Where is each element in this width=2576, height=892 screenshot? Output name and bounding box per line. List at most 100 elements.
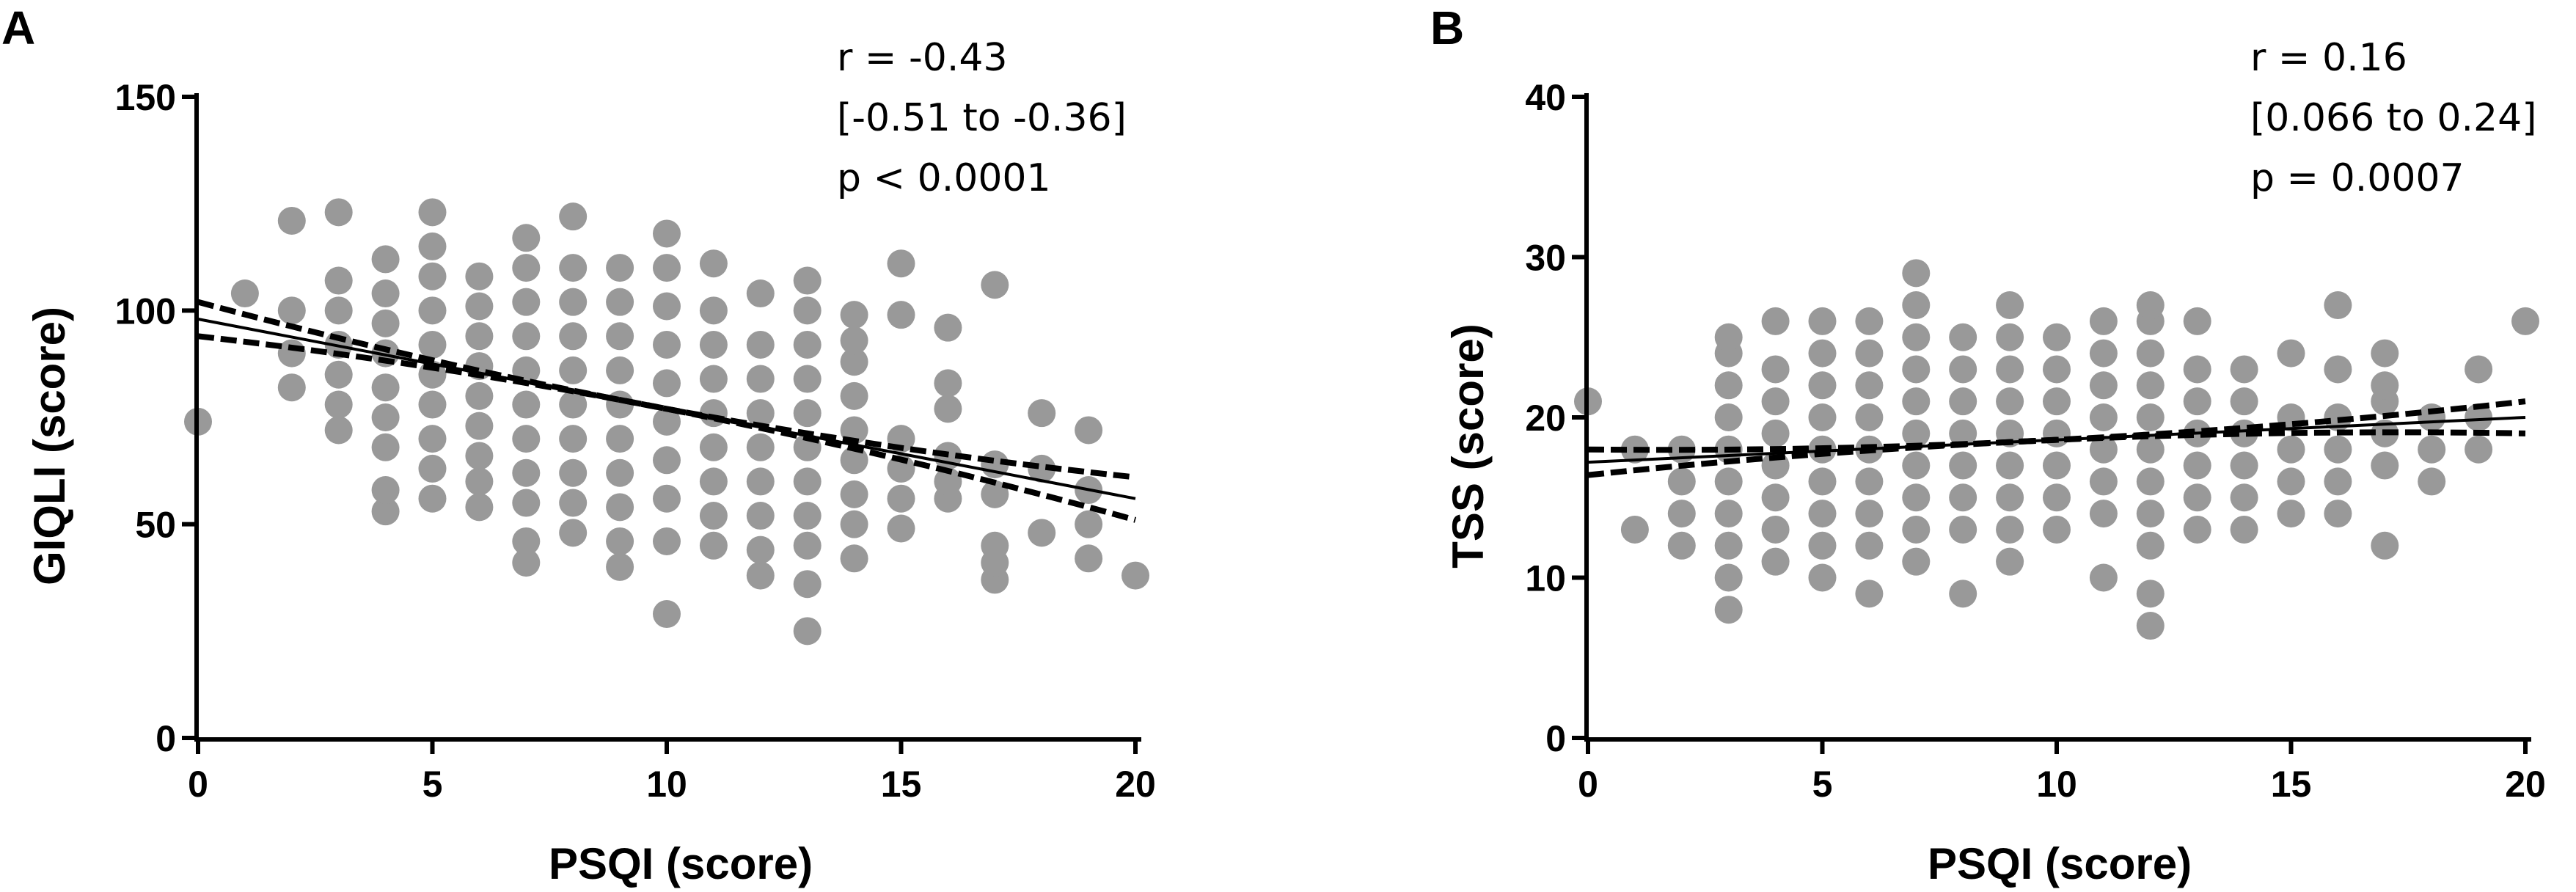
panel-a-data-point (1028, 519, 1056, 547)
panel-b-data-point (1902, 483, 1931, 512)
panel-a-data-point (887, 249, 915, 278)
panel-a-data-point (840, 480, 868, 508)
panel-b-data-point (2183, 307, 2211, 335)
panel-b-data-point (1667, 500, 1696, 528)
panel-a-data-point (512, 224, 541, 252)
panel-a-data-point (418, 232, 447, 260)
panel-b-data-point (1902, 419, 1931, 447)
panel-b-data-point (1808, 563, 1837, 592)
panel-a-data-point (418, 198, 447, 227)
panel-a-data-point (465, 493, 494, 522)
panel-a-data-point (934, 369, 962, 398)
panel-a-data-point (559, 322, 588, 351)
panel-b-data-point (2511, 307, 2539, 335)
panel-b-data-point (2136, 339, 2165, 368)
panel-a-data-point (371, 245, 400, 274)
panel-a-data-point (606, 356, 634, 384)
panel-b-data-point (2136, 371, 2165, 400)
panel-a-x-axis-title: PSQI (score) (549, 839, 813, 888)
panel-b-y-axis-title: TSS (score) (1443, 323, 1493, 568)
panel-a-data-point (324, 416, 353, 445)
panel-a-data-point (465, 292, 494, 321)
panel-b-data-point (1761, 307, 1790, 335)
panel-b-annotation-ci: [0.066 to 0.24] (2250, 96, 2536, 140)
panel-b-y-tick-label: 20 (1525, 398, 1566, 439)
panel-b-data-point (2230, 387, 2258, 416)
panel-b-data-point (2043, 515, 2071, 544)
panel-a-data-point (746, 279, 775, 308)
panel-a-data-point (606, 425, 634, 453)
panel-b-data-point (2136, 500, 2165, 528)
panel-b-data-point (2089, 403, 2118, 431)
panel-b-y-tick-label: 30 (1525, 238, 1566, 279)
panel-b-annotation-p: p = 0.0007 (2250, 156, 2465, 200)
panel-b-data-point (2136, 531, 2165, 560)
panel-a-points (184, 198, 1149, 646)
panel-a-data-point (1028, 399, 1056, 428)
panel-b-data-point (1949, 483, 1977, 512)
panel-a-data-point (512, 288, 541, 316)
panel-b-data-point (1667, 531, 1696, 560)
panel-b-data-point (1996, 387, 2024, 416)
panel-a-data-point (512, 549, 541, 577)
panel-b-data-point (1855, 339, 1884, 368)
panel-b-data-point (1996, 323, 2024, 351)
panel-a-data-point (1121, 561, 1149, 590)
panel-a-data-point (606, 254, 634, 282)
panel-b-data-point (1808, 371, 1837, 400)
panel-b-data-point (1667, 467, 1696, 496)
panel-b-data-point (2183, 451, 2211, 480)
panel-a-data-point (746, 535, 775, 564)
panel-b-data-point (2230, 483, 2258, 512)
panel-a-data-point (606, 288, 634, 316)
panel-b-data-point (1761, 547, 1790, 576)
panel-b-data-point (2277, 339, 2305, 368)
panel-b-x-axis-title: PSQI (score) (1928, 839, 2192, 888)
panel-b-data-point (1761, 355, 1790, 384)
panel-b-data-point (2465, 435, 2493, 464)
panel-b-data-point (2230, 515, 2258, 544)
panel-a-data-point (746, 330, 775, 359)
panel-b-data-point (1949, 580, 1977, 608)
panel-b-data-point (1714, 596, 1743, 624)
panel-b-data-point (2183, 515, 2211, 544)
panel-b-data-point (2324, 467, 2352, 496)
panel-a-data-point (981, 531, 1009, 560)
panel-a-chart: A GIQLI (score) PSQI (score) 0 50 100 150 0 5… (1, 1, 1156, 888)
panel-b-data-point (2324, 291, 2352, 320)
panel-a-data-point (559, 458, 588, 487)
panel-a-data-point (699, 330, 728, 359)
panel-a-data-point (699, 433, 728, 461)
panel-b-data-point (1808, 307, 1837, 335)
panel-b-data-point (2183, 387, 2211, 416)
panel-a-data-point (746, 561, 775, 590)
panel-a-data-point (559, 489, 588, 517)
panel-b-data-point (1808, 500, 1837, 528)
panel-a-data-point (746, 467, 775, 496)
panel-b-data-point (1855, 403, 1884, 431)
panel-a-data-point (512, 322, 541, 351)
panel-a-data-point (512, 390, 541, 419)
panel-b-data-point (2089, 339, 2118, 368)
panel-b-data-point (2136, 403, 2165, 431)
panel-a-data-point (981, 271, 1009, 299)
panel-a-data-point (653, 527, 681, 555)
panel-a-data-point (371, 403, 400, 431)
panel-a-x-tick-label: 20 (1115, 764, 1156, 805)
panel-a-ci-lower-line (197, 333, 1137, 523)
panel-a-data-point (793, 330, 822, 359)
panel-b-data-point (1902, 515, 1931, 544)
panel-b-data-point (1855, 580, 1884, 608)
panel-a-x-tick-label: 5 (422, 764, 443, 805)
panel-a-data-point (1028, 454, 1056, 483)
panel-b-data-point (2324, 500, 2352, 528)
panel-a-data-point (418, 425, 447, 453)
panel-a-y-axis-title: GIQLI (score) (25, 307, 74, 585)
panel-a-data-point (465, 262, 494, 290)
panel-b-data-point (1714, 467, 1743, 496)
panel-b-data-point (1902, 323, 1931, 351)
panel-a-data-point (371, 373, 400, 402)
panel-a-data-point (277, 296, 306, 325)
panel-a-data-point (418, 330, 447, 359)
panel-a-data-point (512, 527, 541, 555)
